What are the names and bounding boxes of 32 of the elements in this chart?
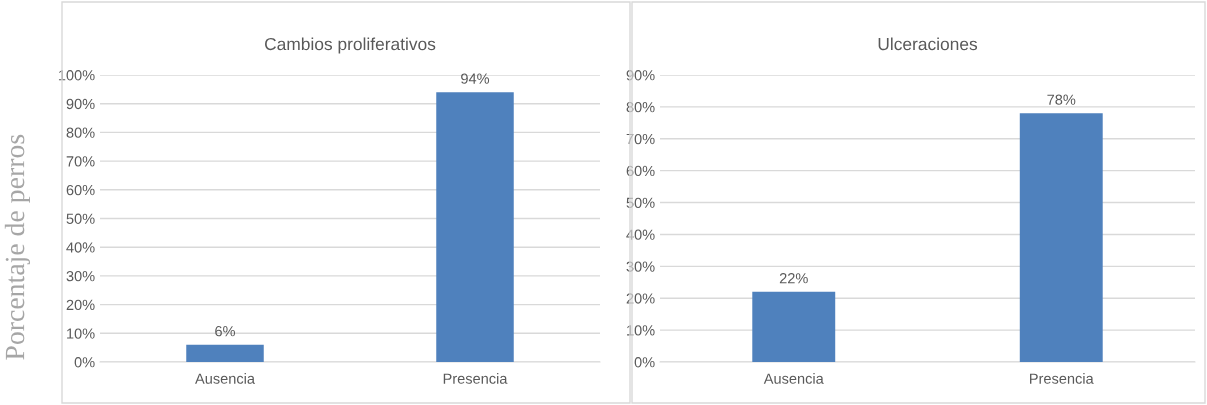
- y-tick-label: 40%: [626, 229, 655, 240]
- y-tick-label: 50%: [66, 213, 95, 224]
- y-tick-label: 90%: [66, 98, 95, 110]
- y-tick-label: 20%: [66, 299, 95, 311]
- y-tick-label: 0%: [634, 357, 655, 368]
- y-tick-label: 30%: [66, 271, 95, 282]
- y-tick-label: 60%: [66, 184, 95, 196]
- y-tick-label: 100%: [58, 70, 95, 81]
- y-tick-label: 80%: [66, 127, 95, 138]
- y-tick-label: 60%: [626, 165, 655, 177]
- y-tick-label: 70%: [626, 133, 655, 145]
- y-tick-label: 10%: [627, 325, 655, 336]
- y-axis-title: Porcentaje de perros: [4, 134, 30, 360]
- x-tick-label: Presencia: [443, 373, 508, 384]
- y-tick-label: 0%: [74, 357, 95, 368]
- data-label: 22%: [779, 273, 808, 284]
- y-tick-label: 90%: [626, 70, 655, 81]
- y-tick-label: 50%: [626, 197, 655, 208]
- data-label: 94%: [461, 73, 490, 84]
- x-tick-label: Ausencia: [763, 373, 824, 384]
- chart-title: Ulceraciones: [878, 37, 978, 51]
- y-tick-label: 80%: [626, 101, 655, 113]
- y-tick-label: 10%: [67, 328, 95, 339]
- data-label: 78%: [1047, 94, 1076, 105]
- y-tick-label: 30%: [626, 261, 655, 272]
- x-tick-label: Presencia: [1030, 373, 1094, 384]
- chart-title: Cambios proliferativos: [265, 37, 436, 54]
- data-label: 6%: [215, 326, 236, 337]
- y-tick-label: 40%: [66, 242, 95, 253]
- x-tick-label: Ausencia: [195, 373, 255, 384]
- y-tick-label: 70%: [66, 156, 95, 167]
- y-tick-label: 20%: [626, 293, 655, 304]
